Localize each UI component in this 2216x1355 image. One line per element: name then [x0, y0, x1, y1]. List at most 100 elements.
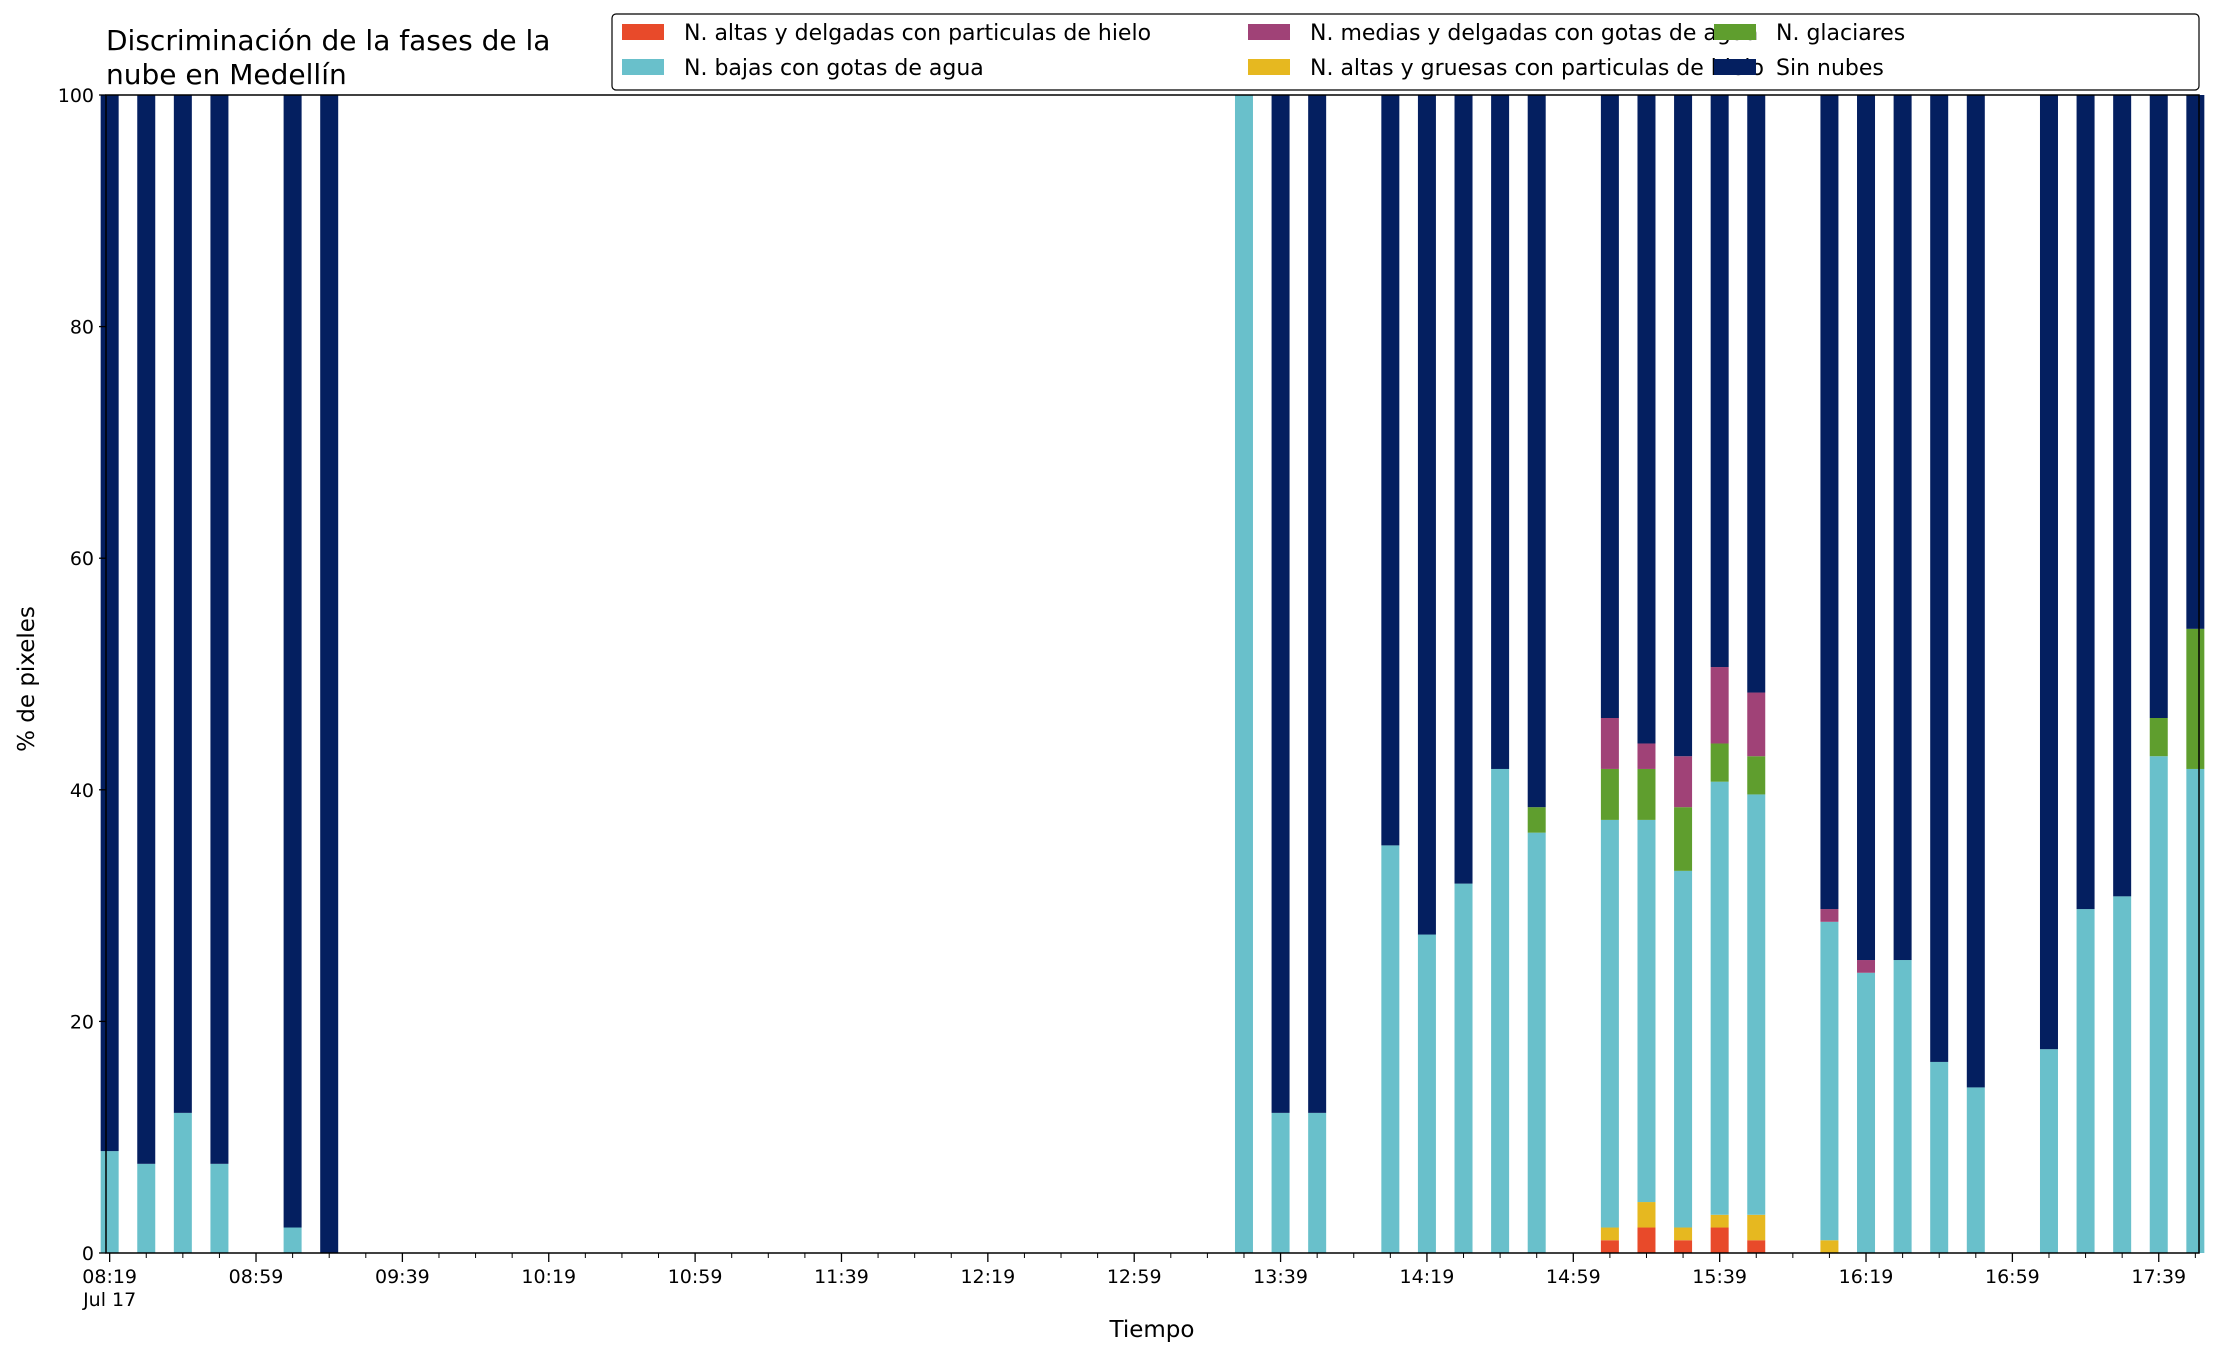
y-tick-label: 20	[70, 1011, 94, 1033]
bar-segment-18-2	[1747, 794, 1766, 1215]
legend-box	[611, 13, 2200, 91]
bar-segment-13-3	[1527, 807, 1546, 833]
bar-segment-7-2	[1271, 1112, 1290, 1253]
x-tick-label: 12:19	[960, 1266, 1015, 1288]
x-tick-label: 08:19	[82, 1266, 137, 1288]
bar-segment-0-2	[100, 1151, 119, 1253]
bar-segment-13-5	[1527, 95, 1546, 808]
legend: N. altas y delgadas con particulas de hi…	[611, 13, 2200, 91]
bar-segment-11-5	[1454, 95, 1473, 884]
bar-segment-17-2	[1710, 781, 1729, 1215]
bar-segment-19-5	[1820, 95, 1839, 910]
bar-segment-10-2	[1417, 934, 1436, 1253]
bar-segment-15-4	[1637, 743, 1656, 769]
legend-label: N. glaciares	[1776, 21, 1905, 46]
x-tick-label: 10:59	[668, 1266, 723, 1288]
bar-segment-16-3	[1674, 807, 1693, 871]
bar-segment-17-0	[1710, 1227, 1729, 1253]
bar-segment-28-5	[2186, 95, 2205, 629]
bar-segment-22-2	[1930, 1061, 1949, 1253]
legend-label: N. bajas con gotas de agua	[684, 56, 984, 81]
bar-segment-27-5	[2149, 95, 2168, 718]
y-tick-label: 100	[58, 85, 94, 107]
bar-segment-28-3	[2186, 628, 2205, 769]
bar-segment-3-5	[210, 95, 229, 1164]
bar-segment-11-2	[1454, 883, 1473, 1253]
bar-segment-14-0	[1600, 1240, 1619, 1253]
bar-segment-24-2	[2039, 1049, 2058, 1253]
legend-swatch	[1714, 59, 1756, 75]
x-tick-label: 13:39	[1253, 1266, 1308, 1288]
x-tick-label: 09:39	[375, 1266, 430, 1288]
bar-segment-20-4	[1857, 960, 1876, 973]
bar-segment-12-2	[1491, 768, 1510, 1253]
bar-segment-23-2	[1966, 1087, 1985, 1253]
bar-segment-15-2	[1637, 819, 1656, 1203]
bars-layer	[100, 95, 2205, 1253]
plot-frame	[105, 94, 2200, 1254]
y-tick-label: 0	[82, 1243, 94, 1265]
y-tick-label: 60	[70, 548, 94, 570]
bar-segment-26-2	[2113, 896, 2132, 1253]
bar-segment-20-2	[1857, 972, 1876, 1253]
bar-segment-17-5	[1710, 95, 1729, 668]
bar-segment-23-5	[1966, 95, 1985, 1088]
bar-segment-17-3	[1710, 743, 1729, 782]
bar-segment-3-2	[210, 1163, 229, 1253]
bar-segment-17-1	[1710, 1214, 1729, 1228]
bar-segment-19-1	[1820, 1240, 1839, 1253]
legend-label: N. altas y gruesas con particulas de hie…	[1310, 56, 1764, 81]
x-tick-sublabel: Jul 17	[82, 1289, 136, 1311]
bar-segment-18-5	[1747, 95, 1766, 693]
bar-segment-15-0	[1637, 1227, 1656, 1253]
bar-segment-9-2	[1381, 845, 1400, 1253]
x-tick-label: 15:39	[1692, 1266, 1747, 1288]
x-tick-label: 16:59	[1985, 1266, 2040, 1288]
bar-segment-2-5	[173, 95, 192, 1113]
bar-segment-8-5	[1308, 95, 1327, 1113]
bar-segment-27-2	[2149, 756, 2168, 1253]
bar-segment-9-5	[1381, 95, 1400, 846]
bar-segment-12-5	[1491, 95, 1510, 769]
legend-swatch	[622, 59, 664, 75]
legend-swatch	[1248, 24, 1290, 40]
bar-segment-19-2	[1820, 921, 1839, 1241]
bar-segment-16-2	[1674, 870, 1693, 1228]
x-tick-label: 14:19	[1400, 1266, 1455, 1288]
bar-segment-14-4	[1600, 718, 1619, 769]
bar-segment-8-2	[1308, 1112, 1327, 1253]
axes-layer	[105, 94, 2200, 1254]
x-tick-label: 08:59	[229, 1266, 284, 1288]
bar-segment-15-3	[1637, 768, 1656, 820]
bar-segment-18-3	[1747, 756, 1766, 795]
x-tick-label: 16:19	[1839, 1266, 1894, 1288]
bar-segment-19-4	[1820, 909, 1839, 922]
bar-segment-1-2	[137, 1163, 156, 1253]
bar-segment-6-2	[1234, 95, 1253, 1253]
bar-segment-18-4	[1747, 692, 1766, 757]
bar-segment-16-1	[1674, 1227, 1693, 1241]
bar-segment-16-4	[1674, 756, 1693, 808]
y-tick-label: 80	[70, 317, 94, 339]
bar-segment-22-5	[1930, 95, 1949, 1062]
legend-swatch	[622, 24, 664, 40]
bar-segment-24-5	[2039, 95, 2058, 1050]
bar-segment-0-5	[100, 95, 119, 1152]
bar-segment-26-5	[2113, 95, 2132, 897]
bar-segment-14-5	[1600, 95, 1619, 718]
bar-segment-20-5	[1857, 95, 1876, 961]
bar-segment-21-2	[1893, 960, 1912, 1253]
legend-label: Sin nubes	[1776, 56, 1884, 81]
bar-segment-14-3	[1600, 768, 1619, 820]
x-axis-title: Tiempo	[1109, 1317, 1195, 1343]
y-tick-label: 40	[70, 780, 94, 802]
bar-segment-18-1	[1747, 1214, 1766, 1241]
bar-segment-15-5	[1637, 95, 1656, 744]
chart-title-line-2: nube en Medellín	[106, 58, 347, 91]
legend-label: N. medias y delgadas con gotas de agua	[1310, 21, 1758, 46]
legend-label: N. altas y delgadas con particulas de hi…	[684, 21, 1151, 46]
y-axis-title: % de pixeles	[14, 606, 40, 752]
bar-segment-7-5	[1271, 95, 1290, 1113]
bar-segment-16-5	[1674, 95, 1693, 757]
